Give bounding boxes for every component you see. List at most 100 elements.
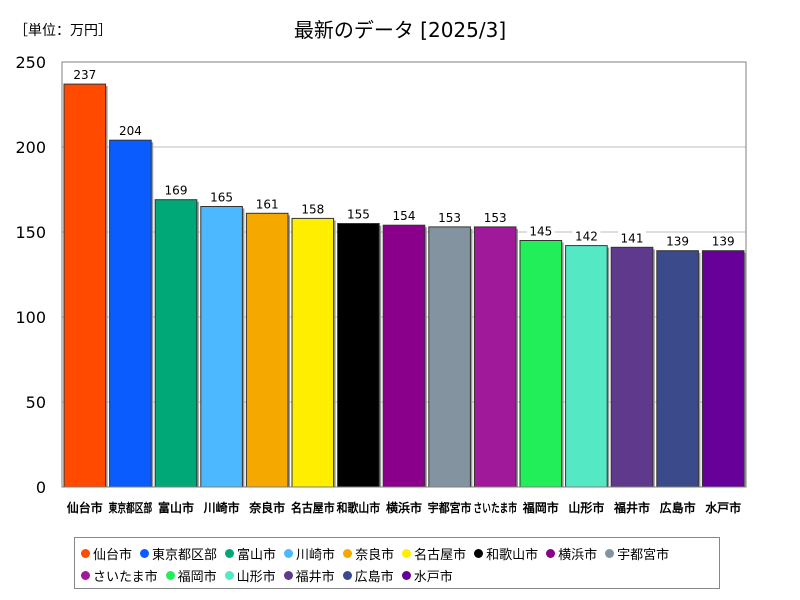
data-label-bg xyxy=(572,227,601,244)
legend-item: 仙台市 xyxy=(81,542,132,564)
legend-item: 横浜市 xyxy=(546,542,597,564)
plot-border xyxy=(61,61,747,488)
data-label: 165 xyxy=(210,191,233,205)
bar xyxy=(154,199,198,488)
legend-item: 富山市 xyxy=(225,542,276,564)
bar xyxy=(109,139,152,488)
x-tick-label: 福岡市 xyxy=(522,500,559,515)
legend-label: 東京都区部 xyxy=(152,547,218,563)
legend-marker xyxy=(283,570,293,580)
data-label-bg xyxy=(390,207,418,224)
legend-item: さいたま市 xyxy=(81,564,158,586)
data-label-bg xyxy=(70,66,99,83)
x-tick-label: 富山市 xyxy=(158,500,194,515)
bar xyxy=(701,250,745,488)
legend-item: 水戸市 xyxy=(401,564,453,586)
x-tick-label: 東京都区部 xyxy=(109,500,153,515)
data-label: 154 xyxy=(393,209,416,223)
x-tick-label: 横浜市 xyxy=(386,500,422,515)
legend-item: 広島市 xyxy=(342,564,394,586)
x-tick-label: 名古屋市 xyxy=(291,500,335,515)
data-label: 161 xyxy=(256,197,279,211)
legend-marker xyxy=(474,548,484,558)
y-tick-label: 100 xyxy=(15,308,46,327)
data-label: 204 xyxy=(119,124,142,138)
bar xyxy=(656,250,699,488)
legend-marker xyxy=(342,570,352,580)
legend-label: 広島市 xyxy=(354,569,394,585)
legend-item: 宇都宮市 xyxy=(605,542,669,564)
bar xyxy=(382,224,426,488)
legend-item: 福井市 xyxy=(283,564,335,586)
legend-item: 川崎市 xyxy=(284,542,335,564)
bar xyxy=(519,240,563,488)
legend-label: 福井市 xyxy=(295,569,335,585)
data-label-bg xyxy=(709,232,738,249)
x-tick-label: さいたま市 xyxy=(473,500,517,515)
y-tick-label: 150 xyxy=(15,223,46,242)
legend-label: 富山市 xyxy=(237,547,277,563)
legend-marker xyxy=(225,548,235,558)
data-label: 158 xyxy=(301,202,324,216)
chart-legend: 仙台市 東京都区部 富山市 川崎市 奈良市 名古屋市 和歌山市 横浜市 宇都宮市さいたま市 福岡市… xyxy=(74,537,720,589)
legend-label: 奈良市 xyxy=(355,547,395,563)
data-label-bg xyxy=(253,195,282,212)
data-label: 141 xyxy=(621,231,644,245)
bar xyxy=(63,83,107,488)
data-label-bg xyxy=(207,188,236,205)
legend-label: 仙台市 xyxy=(93,547,133,563)
legend-marker xyxy=(546,548,556,558)
legend-item: 東京都区部 xyxy=(140,542,217,564)
data-label: 237 xyxy=(73,68,96,82)
data-label-bg xyxy=(663,232,692,249)
data-label: 153 xyxy=(484,211,507,225)
legend-item: 奈良市 xyxy=(343,542,394,564)
legend-label: 福岡市 xyxy=(177,569,217,585)
y-tick-label: 200 xyxy=(15,138,46,157)
legend-label: 山形市 xyxy=(236,569,276,585)
legend-label: 宇都宮市 xyxy=(617,547,670,563)
data-label-bg xyxy=(344,205,373,222)
legend-marker xyxy=(605,548,615,558)
legend-label: 横浜市 xyxy=(558,547,598,563)
data-label-bg xyxy=(526,222,555,239)
bar xyxy=(428,226,471,488)
unit-label: ［単位：万円］ xyxy=(14,23,112,39)
x-tick-label: 和歌山市 xyxy=(336,500,381,515)
legend-item: 和歌山市 xyxy=(474,542,538,564)
legend-label: 名古屋市 xyxy=(414,547,467,563)
data-label: 169 xyxy=(165,184,188,198)
data-label: 155 xyxy=(347,208,370,222)
x-tick-label: 山形市 xyxy=(568,500,604,515)
data-label-bg xyxy=(435,208,464,225)
data-label-bg xyxy=(162,181,190,198)
data-label: 145 xyxy=(529,225,552,239)
bar xyxy=(245,212,289,488)
legend-label: 川崎市 xyxy=(296,547,336,563)
legend-marker xyxy=(343,548,353,558)
x-tick-label: 宇都宮市 xyxy=(428,500,472,515)
legend-marker xyxy=(284,548,294,558)
data-label: 139 xyxy=(712,235,735,249)
legend-item: 名古屋市 xyxy=(402,542,466,564)
x-tick-label: 水戸市 xyxy=(705,500,741,515)
legend-item: 山形市 xyxy=(224,564,276,586)
bar xyxy=(610,246,654,488)
x-tick-label: 福井市 xyxy=(613,500,650,515)
legend-marker xyxy=(402,548,412,558)
y-tick-label: 50 xyxy=(26,393,46,412)
y-tick-label: 0 xyxy=(36,478,46,497)
x-tick-label: 川崎市 xyxy=(203,500,240,515)
x-tick-label: 広島市 xyxy=(660,500,696,515)
x-tick-label: 奈良市 xyxy=(248,500,285,515)
legend-label: さいたま市 xyxy=(93,569,158,585)
data-label-bg xyxy=(481,208,510,225)
legend-marker xyxy=(81,570,90,580)
data-label: 153 xyxy=(438,211,461,225)
bar xyxy=(565,245,608,488)
bar xyxy=(337,223,380,488)
legend-item: 福岡市 xyxy=(165,564,217,586)
legend-label: 和歌山市 xyxy=(486,547,539,563)
legend-marker xyxy=(401,570,411,580)
